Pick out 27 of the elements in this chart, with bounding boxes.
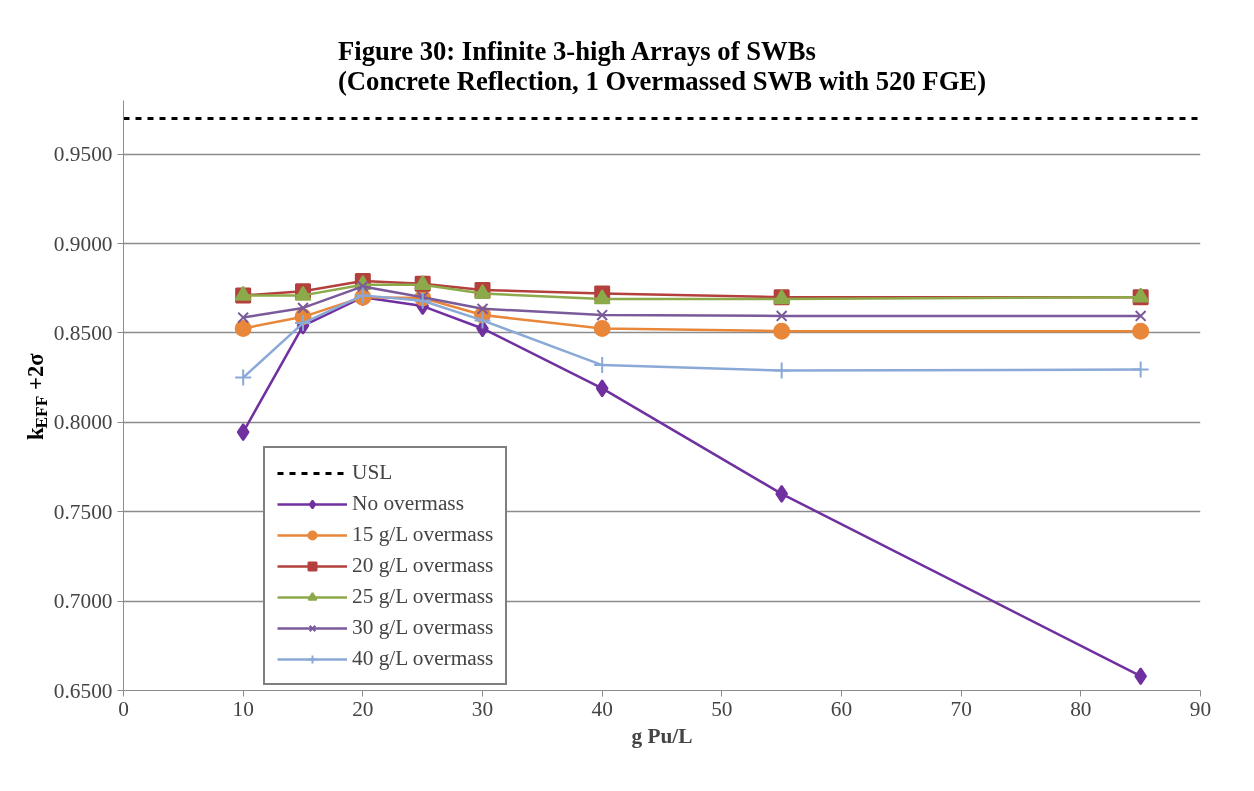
legend-label: 40 g/L overmass bbox=[352, 646, 494, 671]
legend-label: No overmass bbox=[352, 491, 464, 516]
x-tick-label: 10 bbox=[232, 696, 254, 721]
legend-label: 25 g/L overmass bbox=[352, 584, 494, 609]
x-tick-label: 90 bbox=[1189, 696, 1212, 721]
x-tick-label: 50 bbox=[711, 696, 733, 721]
x-tick-label: 40 bbox=[591, 696, 613, 721]
y-tick-label: 0.7500 bbox=[53, 499, 113, 524]
y-tick-label: 0.8000 bbox=[53, 410, 113, 435]
x-tick-label: 70 bbox=[950, 696, 972, 721]
y-tick-label: 0.7000 bbox=[53, 589, 113, 614]
x-tick-label: 80 bbox=[1070, 696, 1092, 721]
legend-label: USL bbox=[352, 460, 393, 485]
y-tick-label: 0.8500 bbox=[53, 320, 113, 345]
x-tick-label: 30 bbox=[471, 696, 494, 721]
y-axis-title: kEFF +2σ bbox=[23, 352, 51, 440]
chart-title: Figure 30: Infinite 3-high Arrays of SWBs (Concrete Reflection, 1 Overmassed SWB with 520 FGE) bbox=[337, 35, 987, 96]
x-tick-label: 20 bbox=[352, 696, 374, 721]
y-tick-label: 0.6500 bbox=[53, 678, 113, 703]
y-tick-label: 0.9500 bbox=[53, 142, 113, 167]
legend-label: 20 g/L overmass bbox=[352, 553, 494, 578]
x-tick-label: 0 bbox=[118, 696, 129, 721]
x-axis-title: g Pu/L bbox=[631, 723, 693, 748]
x-tick-label: 60 bbox=[830, 696, 853, 721]
legend-label: 15 g/L overmass bbox=[352, 522, 494, 547]
y-tick-label: 0.9000 bbox=[53, 231, 113, 256]
legend-label: 30 g/L overmass bbox=[352, 615, 494, 640]
